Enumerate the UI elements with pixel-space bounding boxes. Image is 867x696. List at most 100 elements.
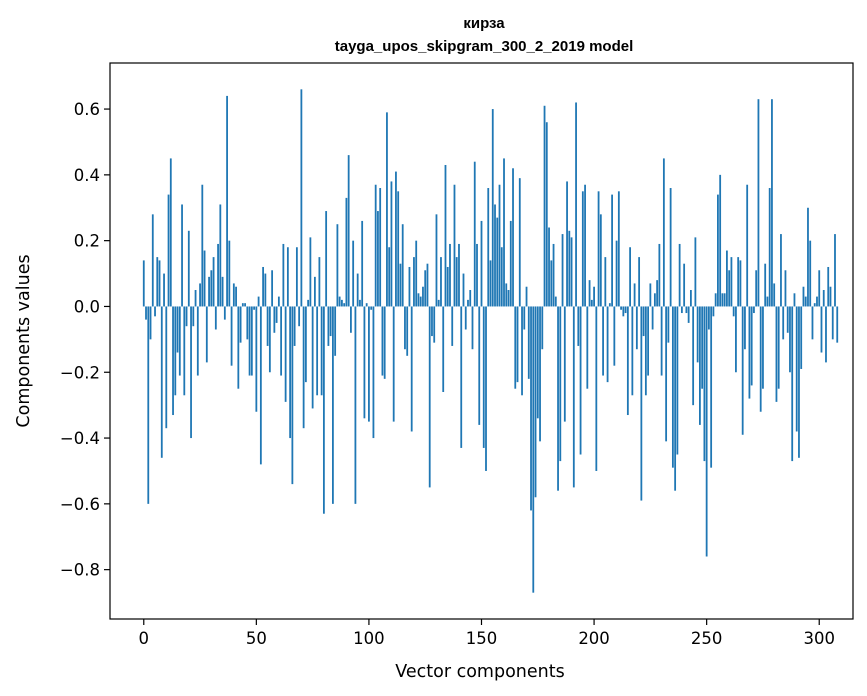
- bar: [264, 273, 267, 307]
- bar: [804, 296, 807, 307]
- y-tick-label: −0.2: [60, 363, 100, 382]
- bar: [372, 306, 375, 439]
- bar: [640, 306, 643, 501]
- bar: [683, 263, 686, 307]
- bar: [507, 290, 510, 307]
- bar: [602, 306, 604, 376]
- bar: [458, 243, 460, 307]
- bar: [687, 306, 690, 323]
- bar: [280, 306, 283, 376]
- bar: [527, 306, 530, 379]
- bar: [480, 220, 483, 307]
- bar: [259, 306, 262, 465]
- bar: [485, 306, 487, 471]
- bar: [386, 112, 388, 307]
- bar: [347, 155, 350, 307]
- bar: [444, 164, 447, 307]
- bar: [442, 306, 445, 392]
- bar: [437, 299, 440, 307]
- bar: [726, 250, 728, 307]
- bar: [606, 306, 609, 383]
- bar: [417, 293, 420, 307]
- bar: [771, 99, 773, 307]
- bar: [431, 306, 433, 337]
- bar: [775, 306, 778, 402]
- bar: [298, 306, 301, 327]
- bar: [284, 306, 287, 402]
- bar: [732, 306, 735, 317]
- bar: [471, 306, 474, 350]
- bar: [487, 188, 490, 307]
- bar: [755, 270, 758, 307]
- bar: [377, 211, 379, 307]
- bar: [795, 306, 798, 432]
- bar: [388, 247, 391, 307]
- y-tick-label: −0.8: [60, 561, 100, 580]
- bar: [545, 122, 548, 307]
- bar: [554, 296, 557, 307]
- bar: [302, 306, 305, 429]
- bar: [818, 270, 821, 307]
- bar: [705, 306, 708, 557]
- bar: [694, 237, 697, 307]
- bar: [644, 306, 647, 396]
- bar: [154, 306, 156, 317]
- bar: [210, 270, 213, 307]
- bar: [273, 306, 276, 333]
- bar: [496, 217, 499, 307]
- bar: [638, 257, 641, 307]
- bar: [464, 306, 467, 330]
- bar: [809, 240, 812, 307]
- bar: [158, 260, 161, 307]
- bar: [460, 306, 463, 448]
- bar: [572, 306, 575, 488]
- bar: [169, 158, 172, 307]
- bar: [744, 306, 746, 350]
- bar: [374, 184, 377, 307]
- y-tick-label: 0.6: [74, 100, 100, 119]
- bar: [329, 306, 332, 337]
- bar: [701, 306, 704, 389]
- bar: [784, 270, 787, 307]
- bar: [680, 306, 683, 314]
- x-tick-label: 150: [466, 629, 498, 648]
- bar: [165, 306, 168, 429]
- bar: [449, 243, 451, 307]
- x-tick-label: 0: [139, 629, 150, 648]
- bar: [185, 306, 188, 327]
- bar: [816, 296, 818, 307]
- bar: [737, 257, 740, 307]
- bar: [253, 306, 255, 310]
- bar: [482, 306, 485, 448]
- bar: [514, 306, 517, 389]
- bar: [408, 266, 411, 307]
- bar: [359, 299, 361, 307]
- bar: [831, 306, 834, 340]
- y-tick-label: −0.6: [60, 495, 100, 514]
- bar: [604, 257, 607, 307]
- bar: [241, 303, 244, 307]
- bar: [268, 306, 271, 373]
- bar: [624, 306, 627, 314]
- bar: [829, 286, 832, 307]
- bar: [660, 306, 663, 376]
- axes: 0 50 100 150 200 250 300 −0.8 −0.6 −0.4 −0.2 0.0 0.2…: [60, 62, 854, 648]
- bar: [250, 306, 253, 376]
- bar: [451, 306, 454, 346]
- bar: [757, 99, 760, 307]
- bar: [753, 306, 755, 314]
- bar: [611, 194, 613, 307]
- bar: [203, 250, 206, 307]
- bar: [228, 240, 231, 307]
- bar: [219, 204, 222, 307]
- bar: [322, 306, 325, 514]
- bar: [345, 197, 348, 307]
- bar: [379, 188, 382, 307]
- bar: [735, 306, 737, 373]
- y-tick-label: −0.4: [60, 429, 100, 448]
- bar: [570, 237, 573, 307]
- bar: [730, 257, 733, 307]
- bar: [710, 306, 713, 468]
- bar: [505, 283, 508, 307]
- bar: [455, 257, 458, 307]
